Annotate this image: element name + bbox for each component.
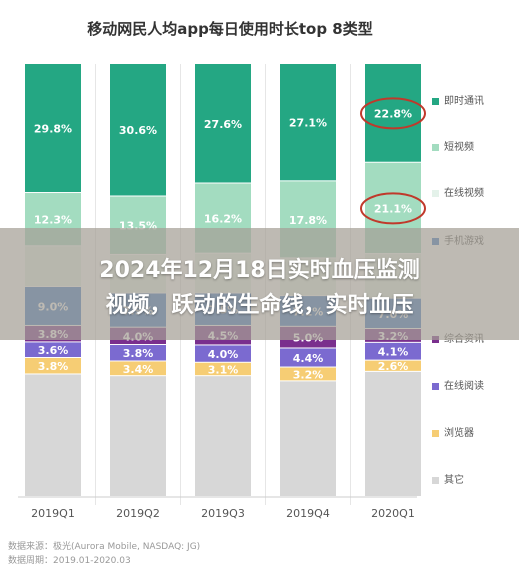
x-tick-label: 2019Q2 — [116, 507, 160, 520]
legend-swatch — [432, 382, 439, 390]
bar-segment — [25, 342, 81, 358]
source-note: 数据来源：极光(Aurora Mobile, NASDAQ: JG) 数据周期：… — [8, 540, 200, 568]
data-label: 3.2% — [293, 368, 324, 381]
data-label: 12.3% — [34, 214, 72, 227]
bar-segment — [280, 381, 336, 496]
bar-segment — [365, 64, 421, 162]
legend-label: 短视频 — [444, 142, 474, 153]
bar-segment — [280, 367, 336, 381]
highlight-circle — [360, 192, 426, 225]
bar-segment — [365, 342, 421, 360]
source-line-1: 数据来源：极光(Aurora Mobile, NASDAQ: JG) — [8, 542, 201, 552]
bar-segment — [195, 362, 251, 376]
legend-swatch — [432, 189, 439, 197]
bar-segment — [365, 360, 421, 371]
data-label: 2.6% — [378, 360, 409, 373]
bar-segment — [110, 376, 166, 496]
data-label: 4.1% — [378, 346, 409, 359]
data-label: 3.8% — [38, 360, 69, 373]
bar-segment — [195, 64, 251, 183]
data-label: 4.0% — [208, 348, 239, 361]
data-label: 3.4% — [123, 363, 154, 376]
legend-item: 浏览器 — [432, 424, 474, 439]
x-tick-label: 2019Q1 — [31, 507, 75, 520]
bar-segment — [365, 371, 421, 496]
bar-segment — [110, 345, 166, 361]
source-line-2: 数据周期：2019.01-2020.03 — [8, 556, 131, 566]
data-label: 4.4% — [293, 352, 324, 365]
x-tick-label: 2019Q4 — [286, 507, 330, 520]
data-label: 3.1% — [208, 363, 239, 376]
legend-label: 浏览器 — [444, 428, 474, 439]
legend-swatch — [432, 476, 439, 484]
banner-headline: 2024年12月18日实时血压监测 视频，跃动的生命线，实时血压 — [0, 253, 519, 323]
bar-segment — [25, 64, 81, 193]
legend-swatch — [432, 97, 439, 105]
banner-line-1: 2024年12月18日实时血压监测 — [99, 258, 420, 283]
bar-segment — [25, 358, 81, 374]
bar-segment — [25, 374, 81, 496]
highlight-circle — [360, 97, 426, 130]
data-label: 29.8% — [34, 123, 72, 136]
x-tick-label: 2019Q3 — [201, 507, 245, 520]
bar-segment — [195, 345, 251, 362]
bar-segment — [280, 64, 336, 181]
bar-segment — [280, 348, 336, 367]
legend-swatch — [432, 429, 439, 437]
legend-label: 其它 — [444, 475, 464, 486]
legend-label: 在线阅读 — [444, 381, 484, 392]
data-label: 27.6% — [204, 118, 242, 131]
bar-segment — [195, 376, 251, 496]
data-label: 16.2% — [204, 213, 242, 226]
legend-label: 即时通讯 — [444, 96, 484, 107]
legend-swatch — [432, 143, 439, 151]
legend-item: 即时通讯 — [432, 92, 484, 107]
overlay-banner — [0, 228, 519, 340]
data-label: 3.6% — [38, 344, 69, 357]
data-label: 27.1% — [289, 117, 327, 130]
x-tick-label: 2020Q1 — [371, 507, 415, 520]
data-label: 22.8% — [374, 107, 412, 120]
legend-item: 短视频 — [432, 138, 474, 153]
legend-item: 在线阅读 — [432, 377, 484, 392]
legend-label: 在线视频 — [444, 188, 484, 199]
data-label: 21.1% — [374, 202, 412, 215]
banner-line-2: 视频，跃动的生命线，实时血压 — [105, 293, 414, 318]
data-label: 17.8% — [289, 214, 327, 227]
data-label: 30.6% — [119, 124, 157, 137]
legend-item: 在线视频 — [432, 184, 484, 199]
bar-segment — [110, 361, 166, 376]
data-label: 3.8% — [123, 347, 154, 360]
chart-title: 移动网民人均app每日使用时长top 8类型 — [87, 20, 373, 38]
legend-item: 其它 — [432, 471, 464, 486]
bar-segment — [110, 64, 166, 196]
